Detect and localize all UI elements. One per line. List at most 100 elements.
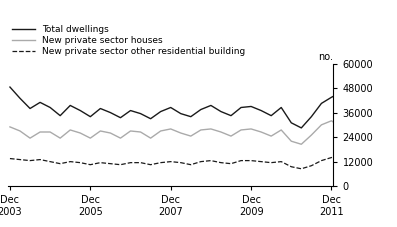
New private sector houses <box>319 123 324 126</box>
New private sector other residential building <box>158 161 163 164</box>
New private sector houses <box>128 130 133 132</box>
New private sector other residential building <box>389 158 394 161</box>
New private sector other residential building <box>219 161 224 164</box>
Total dwellings <box>189 115 193 118</box>
New private sector other residential building <box>17 158 22 161</box>
Line: New private sector other residential building: New private sector other residential bui… <box>10 155 397 169</box>
Total dwellings <box>389 107 394 110</box>
New private sector houses <box>269 135 274 138</box>
New private sector houses <box>249 128 253 130</box>
Total dwellings <box>108 111 113 114</box>
New private sector other residential building <box>339 153 344 156</box>
New private sector other residential building <box>249 159 253 162</box>
Total dwellings <box>319 102 324 105</box>
New private sector houses <box>379 139 384 142</box>
Total dwellings <box>48 106 52 109</box>
Total dwellings <box>168 106 173 109</box>
New private sector other residential building <box>98 161 103 164</box>
Total dwellings <box>98 107 103 110</box>
Total dwellings <box>28 107 33 110</box>
New private sector houses <box>178 132 183 134</box>
New private sector other residential building <box>138 161 143 164</box>
New private sector other residential building <box>8 157 12 160</box>
Total dwellings <box>269 114 274 117</box>
New private sector houses <box>118 137 123 139</box>
Total dwellings <box>158 110 163 113</box>
Total dwellings <box>208 104 213 107</box>
New private sector other residential building <box>88 163 93 166</box>
New private sector houses <box>88 137 93 139</box>
New private sector other residential building <box>189 163 193 166</box>
New private sector houses <box>329 119 334 122</box>
New private sector other residential building <box>78 161 83 164</box>
Total dwellings <box>259 109 264 112</box>
New private sector houses <box>189 135 193 138</box>
Legend: Total dwellings, New private sector houses, New private sector other residential: Total dwellings, New private sector hous… <box>12 25 245 56</box>
New private sector other residential building <box>198 160 203 163</box>
New private sector other residential building <box>319 159 324 162</box>
Total dwellings <box>349 93 354 96</box>
New private sector houses <box>148 137 153 139</box>
Total dwellings <box>309 115 314 118</box>
Total dwellings <box>38 101 42 104</box>
Total dwellings <box>379 108 384 111</box>
New private sector houses <box>389 136 394 138</box>
New private sector houses <box>58 137 63 139</box>
New private sector other residential building <box>329 156 334 159</box>
New private sector houses <box>78 132 83 134</box>
New private sector houses <box>38 131 42 133</box>
New private sector houses <box>279 128 283 131</box>
New private sector other residential building <box>259 160 264 163</box>
New private sector other residential building <box>279 160 283 163</box>
New private sector other residential building <box>58 162 63 165</box>
New private sector other residential building <box>38 158 42 161</box>
Total dwellings <box>138 112 143 115</box>
Total dwellings <box>299 127 304 129</box>
New private sector houses <box>239 128 243 131</box>
New private sector other residential building <box>28 159 33 162</box>
New private sector other residential building <box>168 160 173 163</box>
New private sector other residential building <box>208 159 213 162</box>
New private sector houses <box>208 128 213 130</box>
New private sector houses <box>8 126 12 128</box>
New private sector other residential building <box>299 168 304 170</box>
Text: no.: no. <box>318 52 333 62</box>
Total dwellings <box>329 96 334 99</box>
New private sector other residential building <box>229 162 233 165</box>
Total dwellings <box>229 114 233 117</box>
New private sector houses <box>28 137 33 139</box>
Total dwellings <box>68 104 73 107</box>
New private sector houses <box>48 131 52 133</box>
Total dwellings <box>78 109 83 112</box>
Total dwellings <box>178 112 183 115</box>
Total dwellings <box>359 98 364 101</box>
New private sector other residential building <box>178 161 183 164</box>
New private sector other residential building <box>68 160 73 163</box>
Total dwellings <box>289 121 294 124</box>
Total dwellings <box>249 105 253 108</box>
New private sector houses <box>168 128 173 130</box>
Line: Total dwellings: Total dwellings <box>10 87 397 128</box>
Total dwellings <box>339 91 344 94</box>
New private sector houses <box>138 131 143 133</box>
New private sector other residential building <box>289 165 294 168</box>
New private sector houses <box>309 134 314 136</box>
New private sector other residential building <box>108 162 113 165</box>
New private sector other residential building <box>379 160 384 163</box>
New private sector other residential building <box>309 164 314 167</box>
New private sector houses <box>158 130 163 132</box>
New private sector houses <box>289 140 294 143</box>
New private sector other residential building <box>369 158 374 161</box>
Total dwellings <box>88 115 93 118</box>
Total dwellings <box>8 86 12 89</box>
New private sector other residential building <box>359 157 364 160</box>
New private sector houses <box>17 130 22 132</box>
New private sector other residential building <box>148 163 153 166</box>
Line: New private sector houses: New private sector houses <box>10 121 397 144</box>
New private sector houses <box>259 131 264 133</box>
Total dwellings <box>239 106 243 109</box>
New private sector houses <box>219 131 224 133</box>
Total dwellings <box>58 114 63 117</box>
New private sector houses <box>198 128 203 131</box>
New private sector other residential building <box>128 161 133 164</box>
